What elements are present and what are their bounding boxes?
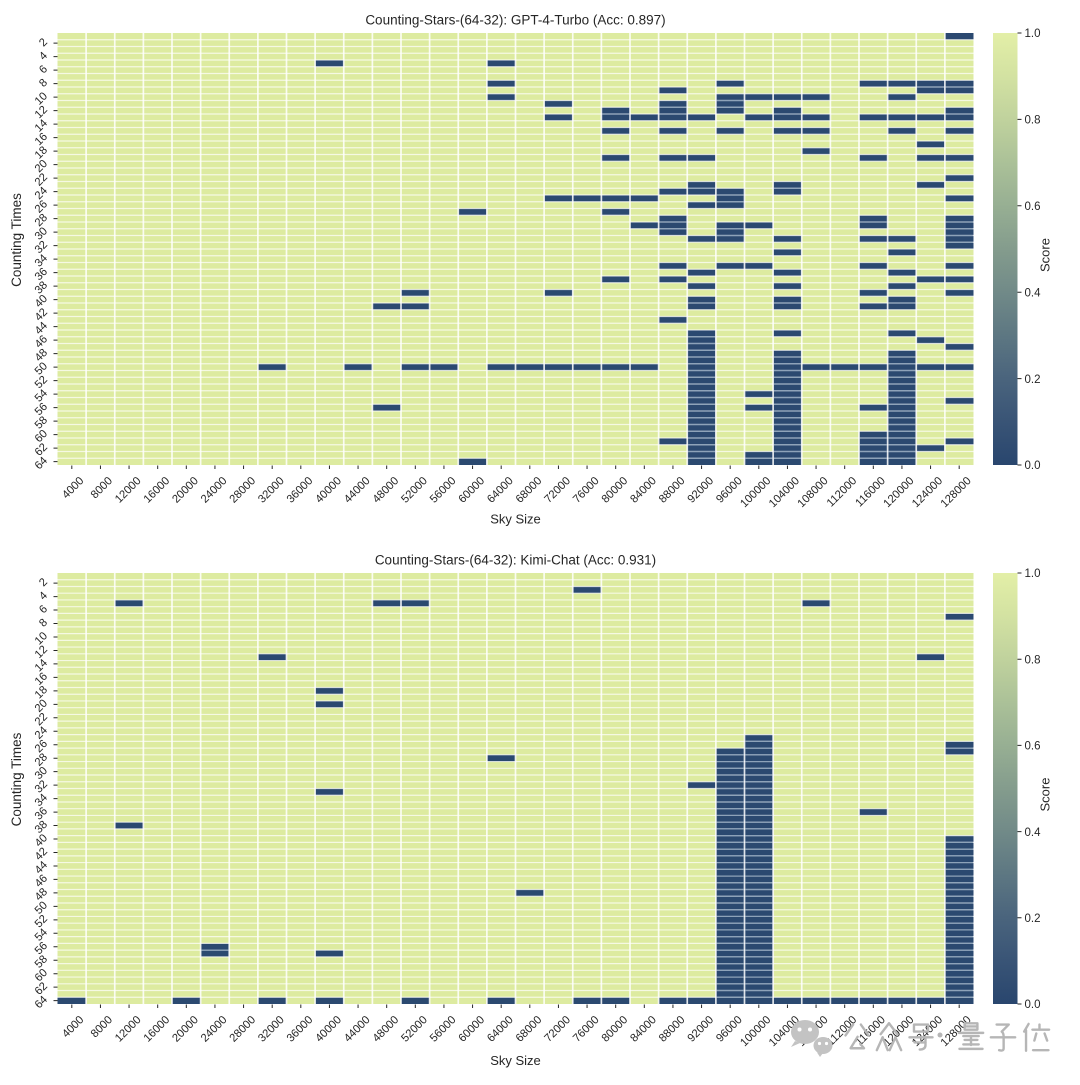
svg-text:0.2: 0.2 <box>1025 913 1041 925</box>
svg-text:0.2: 0.2 <box>1025 374 1041 386</box>
svg-text:0.4: 0.4 <box>1025 287 1042 299</box>
svg-text:0.6: 0.6 <box>1025 201 1041 213</box>
svg-text:Counting Times: Counting Times <box>9 732 24 826</box>
svg-text:1.0: 1.0 <box>1025 28 1041 40</box>
svg-text:Counting-Stars-(64-32): Kimi-C: Counting-Stars-(64-32): Kimi-Chat (Acc: … <box>375 553 656 568</box>
svg-text:0.6: 0.6 <box>1025 741 1041 753</box>
svg-text:Score: Score <box>1038 238 1053 272</box>
svg-text:0.0: 0.0 <box>1025 460 1041 472</box>
svg-text:Counting-Stars-(64-32): GPT-4-: Counting-Stars-(64-32): GPT-4-Turbo (Acc… <box>365 13 665 28</box>
svg-text:Sky Size: Sky Size <box>490 512 541 527</box>
svg-text:1.0: 1.0 <box>1025 568 1041 580</box>
svg-text:Score: Score <box>1038 778 1053 812</box>
svg-text:0.0: 0.0 <box>1025 999 1041 1011</box>
svg-text:0.8: 0.8 <box>1025 115 1041 127</box>
svg-text:0.4: 0.4 <box>1025 827 1042 839</box>
svg-text:Sky Size: Sky Size <box>490 1053 541 1068</box>
svg-text:Counting Times: Counting Times <box>9 193 24 287</box>
svg-text:0.8: 0.8 <box>1025 654 1041 666</box>
